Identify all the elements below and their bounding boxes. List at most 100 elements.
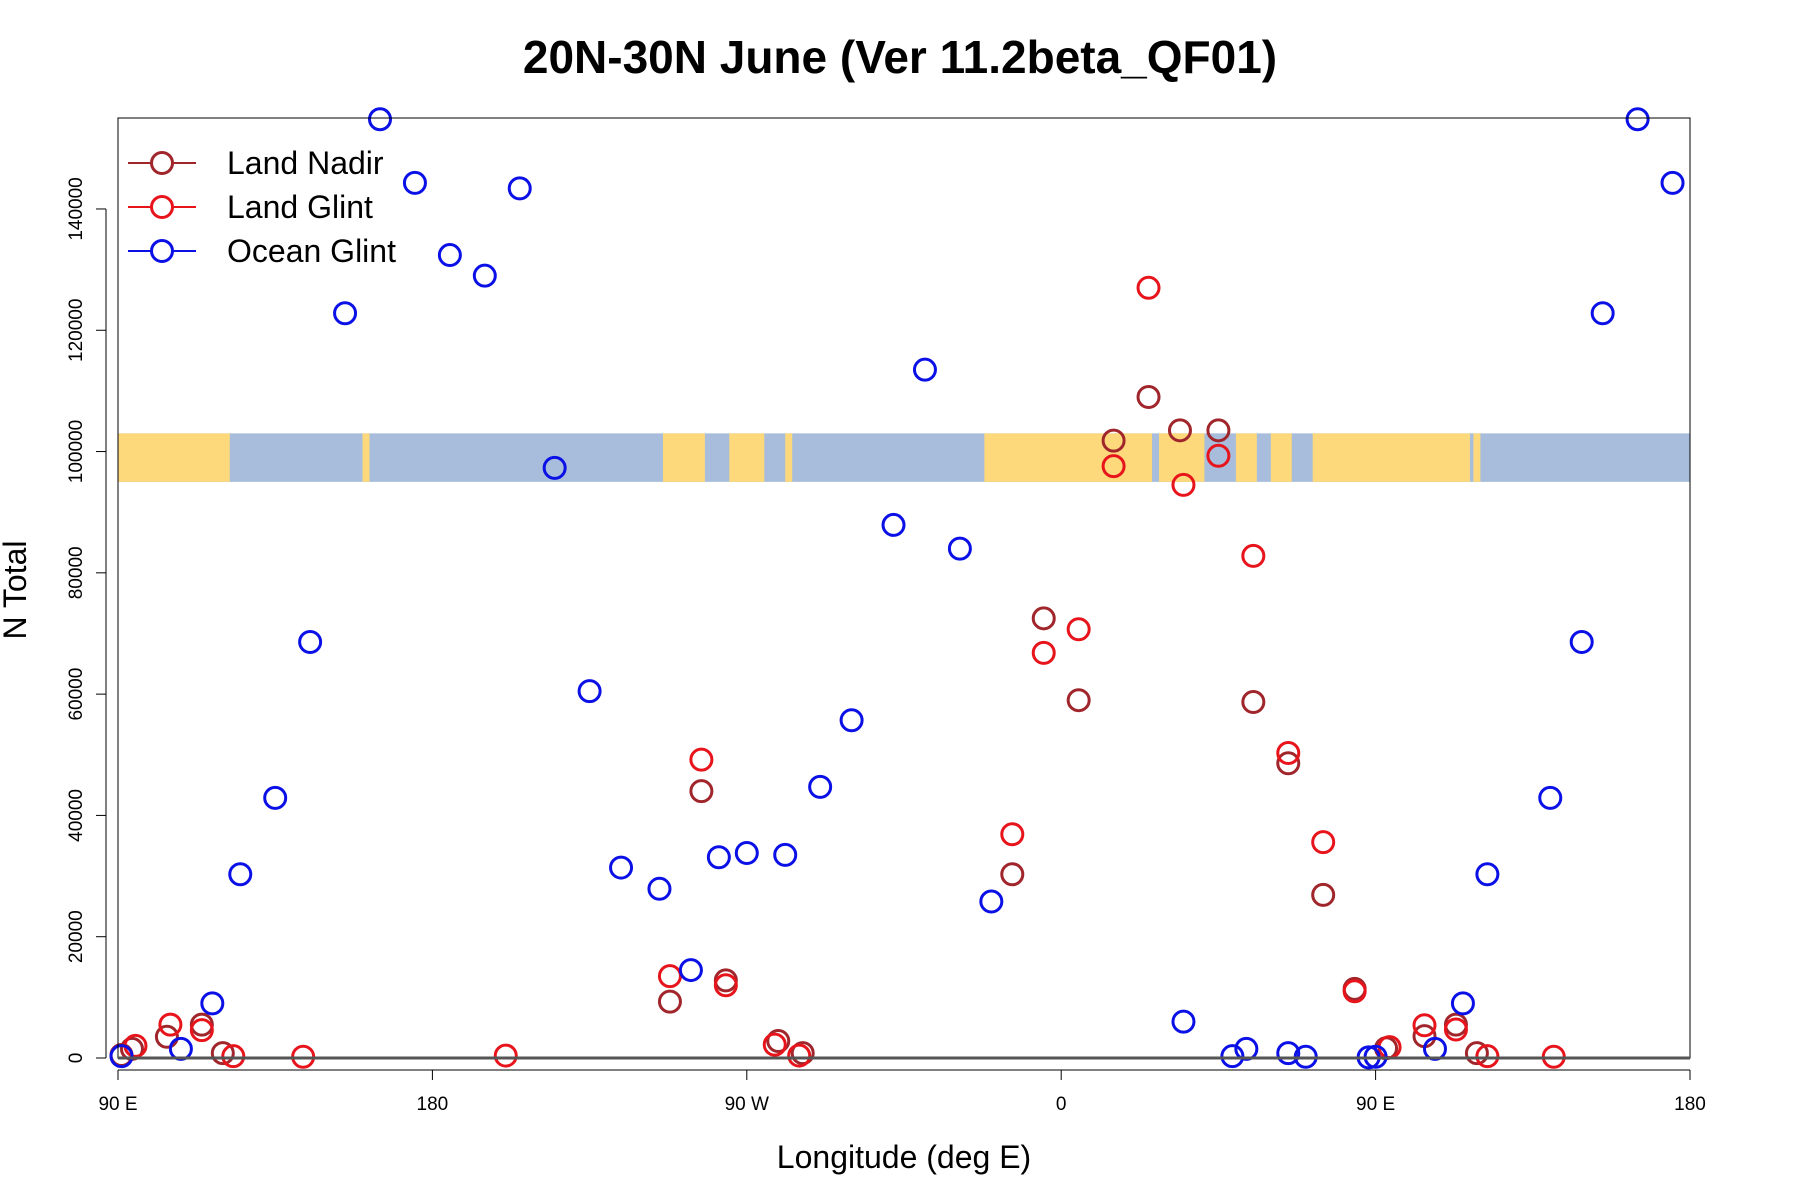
y-axis-label: N Total bbox=[0, 540, 33, 639]
map-land-segment bbox=[729, 433, 765, 482]
y-tick-label: 100000 bbox=[66, 420, 87, 483]
legend-label: Ocean Glint bbox=[227, 233, 396, 269]
map-land-segment bbox=[1312, 433, 1470, 482]
data-point bbox=[912, 357, 937, 382]
data-point bbox=[1443, 1012, 1468, 1037]
data-point bbox=[1171, 472, 1196, 497]
data-point bbox=[1625, 107, 1650, 132]
data-point bbox=[839, 708, 864, 733]
data-point bbox=[1220, 1044, 1245, 1069]
data-point bbox=[1412, 1013, 1437, 1038]
data-point bbox=[609, 855, 634, 880]
data-point bbox=[1101, 428, 1126, 453]
data-point bbox=[1241, 543, 1266, 568]
map-land-segment bbox=[1270, 433, 1292, 482]
data-point bbox=[689, 747, 714, 772]
data-point bbox=[368, 107, 392, 132]
map-land-segment bbox=[785, 433, 793, 482]
data-point bbox=[1311, 882, 1336, 907]
map-land-segment bbox=[1473, 433, 1481, 482]
y-tick-label: 0 bbox=[66, 1053, 87, 1064]
data-point bbox=[1136, 275, 1161, 300]
data-point bbox=[200, 991, 225, 1016]
data-point bbox=[109, 1044, 134, 1069]
data-point bbox=[263, 785, 288, 810]
data-point bbox=[1475, 1044, 1500, 1069]
series-land-nadir bbox=[109, 384, 1489, 1067]
legend-label: Land Glint bbox=[227, 189, 373, 225]
data-point bbox=[1031, 640, 1056, 665]
data-point bbox=[154, 1024, 179, 1049]
data-point bbox=[1443, 1017, 1468, 1042]
data-point bbox=[1276, 1041, 1301, 1066]
data-point bbox=[713, 973, 738, 998]
map-land-segment bbox=[662, 433, 705, 482]
data-point bbox=[762, 1032, 787, 1057]
data-point bbox=[1066, 688, 1091, 713]
y-tick-label: 40000 bbox=[66, 789, 87, 842]
data-point bbox=[1167, 418, 1192, 443]
map-land-segment bbox=[1235, 433, 1257, 482]
y-tick-label: 20000 bbox=[66, 910, 87, 963]
data-point bbox=[1000, 822, 1025, 847]
data-point bbox=[1241, 690, 1266, 715]
data-point bbox=[808, 774, 833, 799]
data-point bbox=[713, 968, 738, 993]
data-point bbox=[787, 1043, 812, 1068]
x-tick-label: 90 E bbox=[1356, 1094, 1395, 1115]
x-axis-label: Longitude (deg E) bbox=[777, 1139, 1031, 1175]
data-point bbox=[1031, 606, 1056, 631]
data-point bbox=[437, 243, 462, 268]
series-ocean-glint bbox=[109, 107, 1685, 1070]
data-point bbox=[647, 876, 672, 901]
data-point bbox=[1311, 830, 1336, 855]
data-point bbox=[1066, 617, 1091, 642]
data-point bbox=[1136, 384, 1161, 409]
data-point bbox=[507, 176, 532, 201]
y-tick-label: 80000 bbox=[66, 546, 87, 599]
data-point bbox=[678, 958, 703, 983]
data-point bbox=[1590, 301, 1615, 326]
data-point bbox=[881, 512, 906, 537]
data-point bbox=[790, 1041, 815, 1066]
y-tick-label: 60000 bbox=[66, 668, 87, 721]
data-point bbox=[706, 845, 731, 870]
data-point bbox=[472, 263, 497, 288]
data-point bbox=[1101, 454, 1126, 479]
map-land-segment bbox=[984, 433, 1153, 482]
data-point bbox=[228, 862, 253, 887]
data-point bbox=[168, 1036, 193, 1061]
data-point bbox=[158, 1012, 183, 1037]
map-strip bbox=[118, 433, 1690, 482]
x-axis: 90 E 180 90 W 0 90 E 180 bbox=[98, 1069, 1706, 1115]
series-land-glint bbox=[123, 275, 1566, 1069]
data-point bbox=[189, 1018, 214, 1043]
legend-label: Land Nadir bbox=[227, 145, 384, 181]
data-point bbox=[773, 842, 798, 867]
data-point bbox=[1569, 629, 1594, 654]
y-axis: 0 20000 40000 60000 80000 100000 120000 140000 bbox=[66, 177, 107, 1064]
data-point bbox=[542, 455, 567, 480]
data-point bbox=[1000, 862, 1025, 887]
data-point bbox=[657, 989, 682, 1014]
data-point bbox=[766, 1029, 791, 1054]
data-point bbox=[1276, 740, 1301, 765]
data-point bbox=[1206, 418, 1231, 443]
data-point bbox=[1450, 991, 1475, 1016]
data-point bbox=[298, 629, 323, 654]
x-tick-label: 180 bbox=[417, 1094, 449, 1115]
legend-marker bbox=[150, 239, 174, 263]
x-tick-label: 0 bbox=[1056, 1094, 1067, 1115]
data-point bbox=[402, 170, 427, 195]
data-point bbox=[734, 841, 759, 866]
y-tick-label: 140000 bbox=[66, 177, 87, 240]
data-point bbox=[947, 536, 972, 561]
data-point bbox=[1276, 751, 1301, 776]
y-tick-label: 120000 bbox=[66, 299, 87, 362]
legend-marker bbox=[150, 151, 174, 175]
data-point bbox=[1464, 1041, 1489, 1066]
chart-title: 20N-30N June (Ver 11.2beta_QF01) bbox=[523, 31, 1277, 83]
map-land-segment bbox=[362, 433, 370, 482]
